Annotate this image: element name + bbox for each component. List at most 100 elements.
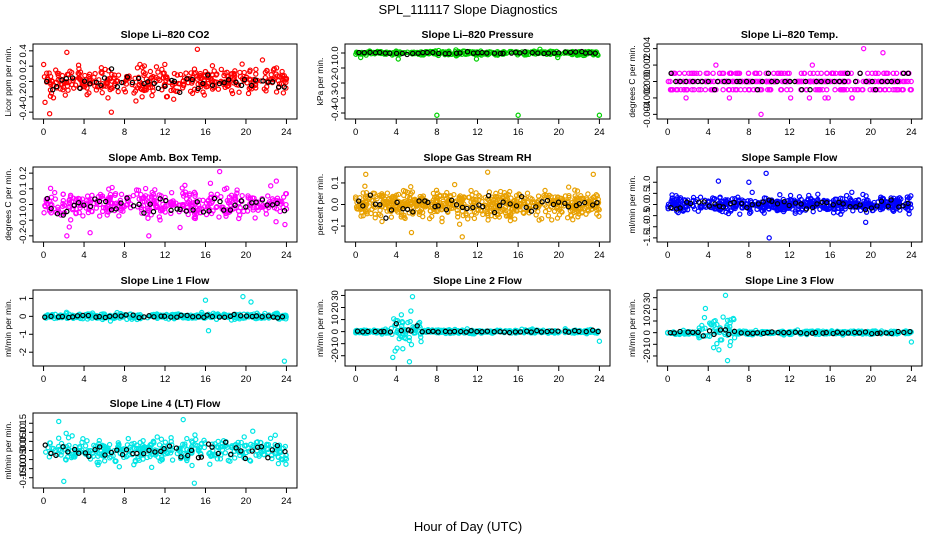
data-point: [241, 434, 247, 440]
data-point: [548, 194, 554, 200]
data-point: [781, 332, 787, 338]
data-point: [565, 184, 572, 190]
data-point-overlay: [416, 198, 422, 204]
data-point: [164, 93, 171, 100]
data-point: [570, 217, 576, 223]
data-point: [399, 318, 405, 325]
data-point: [667, 78, 673, 85]
data-point: [197, 209, 203, 216]
data-point: [364, 193, 370, 199]
y-tick-label: 20: [330, 302, 341, 313]
data-point: [247, 457, 253, 463]
data-point: [123, 81, 130, 87]
data-point: [779, 70, 785, 76]
data-points: [40, 46, 290, 117]
data-point: [493, 193, 499, 200]
data-point: [574, 188, 581, 194]
data-point: [55, 435, 62, 441]
panel-title: Slope Li–820 Pressure: [421, 29, 533, 41]
data-point: [63, 430, 69, 437]
data-point: [155, 76, 161, 82]
y-tick-label: 0.5: [642, 187, 653, 200]
data-point: [384, 190, 391, 196]
data-point: [726, 95, 733, 101]
data-point: [283, 456, 290, 462]
data-point-overlay: [414, 323, 420, 329]
data-point: [221, 186, 228, 192]
y-tick-label: 0: [18, 314, 29, 319]
data-point: [370, 202, 376, 208]
data-point-overlay: [774, 78, 780, 85]
data-point: [473, 210, 479, 216]
data-point: [493, 199, 500, 205]
data-point-overlay: [705, 78, 712, 85]
outlier-point: [194, 46, 201, 53]
data-point-overlay: [259, 197, 266, 203]
data-point-overlay: [888, 197, 894, 203]
data-point: [182, 182, 188, 189]
data-point: [702, 333, 709, 339]
data-point-overlay: [699, 78, 705, 85]
data-point: [451, 191, 457, 198]
data-point-overlay: [576, 328, 582, 335]
data-point-overlay: [594, 199, 600, 206]
x-tick-label: 8: [122, 374, 127, 385]
data-point-overlay: [840, 201, 846, 207]
data-point: [888, 200, 894, 207]
outlier-point: [758, 111, 764, 118]
data-point: [468, 187, 474, 194]
y-tick-label: 0.10: [18, 423, 29, 442]
plot-frame: [344, 289, 611, 367]
data-point: [360, 190, 366, 196]
data-point: [806, 95, 813, 101]
data-point: [200, 89, 206, 95]
data-point: [253, 452, 259, 458]
panel-4: Slope Amb. Box Temp.0 4 8 12 16 20 24-0.2-0.10…: [3, 152, 298, 261]
data-point: [125, 435, 131, 442]
data-point-overlay: [200, 80, 206, 87]
data-point: [768, 87, 774, 93]
data-point-overlay: [71, 202, 77, 209]
data-point: [405, 319, 411, 326]
x-tick-label: 16: [513, 374, 524, 385]
data-point: [225, 457, 232, 464]
data-point: [44, 75, 51, 81]
y-tick-label: 0.0: [330, 46, 341, 59]
data-point: [710, 70, 716, 76]
data-point: [239, 61, 245, 67]
data-point-overlay: [259, 314, 265, 320]
data-point: [665, 78, 671, 85]
data-point: [207, 180, 214, 186]
data-point-overlay: [243, 313, 250, 319]
data-point: [724, 197, 731, 203]
data-point-overlay: [151, 314, 157, 320]
data-point: [75, 62, 82, 68]
x-tick-label: 4: [81, 374, 86, 385]
outlier-point: [434, 112, 440, 118]
data-point-overlay: [731, 328, 738, 335]
x-tick-label: 16: [200, 496, 211, 507]
data-point: [870, 87, 876, 93]
data-point: [460, 329, 467, 335]
outlier-point: [880, 50, 886, 56]
data-point-overlay: [136, 201, 142, 208]
data-point-overlay: [734, 78, 740, 85]
data-point: [695, 208, 701, 214]
data-point: [798, 70, 805, 76]
data-point: [149, 92, 155, 99]
y-tick-label: 0.0: [330, 198, 341, 211]
data-point-overlay: [754, 87, 761, 93]
panel-title: Slope Amb. Box Temp.: [108, 152, 221, 164]
data-point-overlay: [243, 204, 249, 210]
data-point: [54, 70, 61, 76]
data-point: [905, 204, 911, 210]
data-point-overlay: [528, 329, 535, 335]
data-point: [263, 84, 270, 90]
data-point: [93, 205, 100, 211]
data-point: [222, 450, 229, 456]
data-point: [427, 207, 434, 214]
data-point: [542, 187, 548, 194]
data-point-overlay: [518, 193, 525, 200]
data-point: [121, 86, 127, 92]
